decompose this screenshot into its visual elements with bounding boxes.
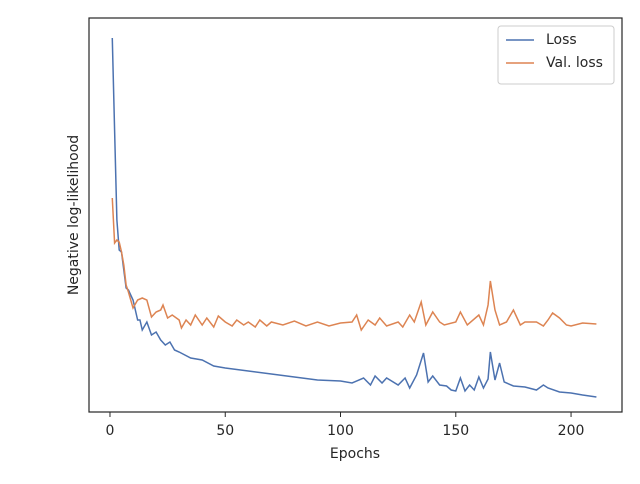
x-tick-label: 200 (558, 423, 585, 439)
x-tick-label: 50 (216, 423, 234, 439)
legend-label: Val. loss (546, 55, 603, 71)
line-series (111, 197, 597, 332)
x-axis-label: Epochs (330, 446, 380, 462)
x-tick-label: 150 (442, 423, 469, 439)
plot-frame (88, 17, 623, 413)
line-series (111, 37, 597, 398)
x-tick-label: 0 (106, 423, 115, 439)
legend-label: Loss (546, 32, 577, 48)
y-axis-label: Negative log-likelihood (66, 135, 82, 295)
x-tick-label: 100 (327, 423, 354, 439)
